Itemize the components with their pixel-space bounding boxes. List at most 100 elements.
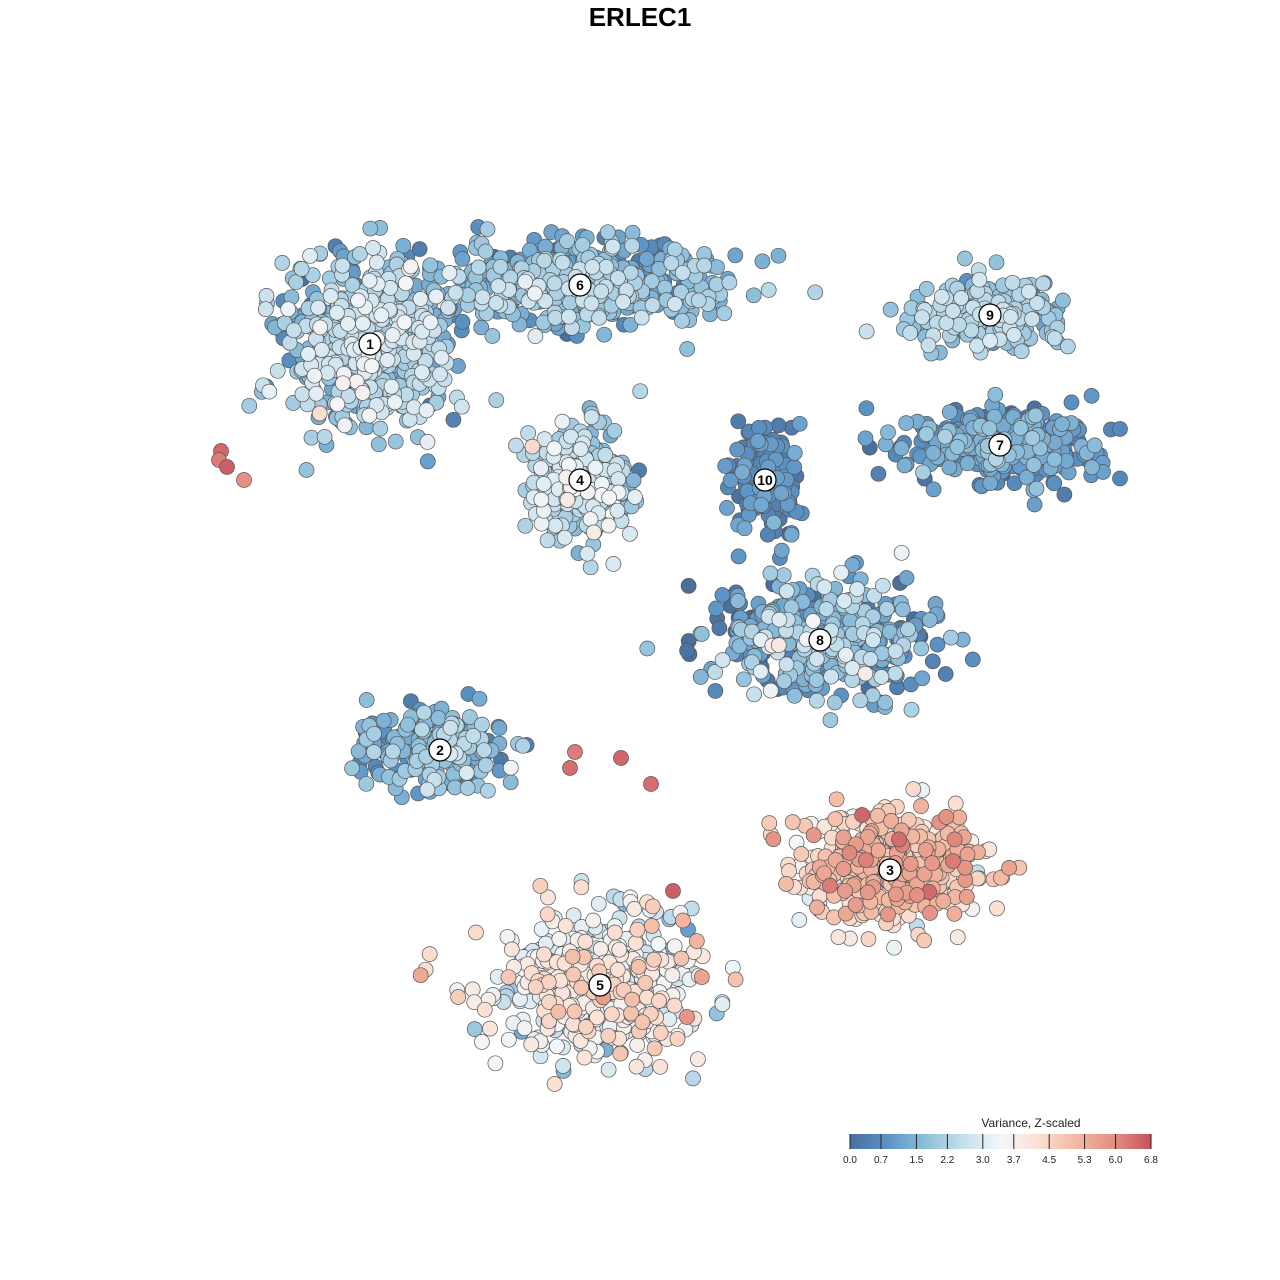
data-point bbox=[859, 828, 876, 845]
data-point bbox=[344, 760, 360, 777]
data-point bbox=[517, 273, 534, 290]
data-point bbox=[1004, 274, 1021, 291]
data-point bbox=[771, 611, 788, 628]
data-point bbox=[925, 445, 942, 461]
data-point bbox=[857, 665, 874, 682]
data-point bbox=[428, 288, 445, 305]
data-point bbox=[549, 1038, 565, 1055]
data-point bbox=[714, 587, 731, 603]
data-point bbox=[807, 284, 824, 301]
data-point bbox=[808, 651, 825, 667]
data-point bbox=[847, 896, 864, 913]
cluster-label-9: 9 bbox=[978, 303, 1002, 327]
data-point bbox=[917, 841, 934, 858]
data-point bbox=[685, 1070, 701, 1087]
data-point bbox=[714, 996, 731, 1013]
color-legend: Variance, Z-scaled 0.0 0.7 1.5 2.2 3.0 3.7 4.5… bbox=[843, 1116, 1158, 1166]
data-point bbox=[546, 440, 563, 457]
data-point bbox=[624, 237, 641, 254]
data-point bbox=[987, 386, 1004, 403]
data-point-high bbox=[922, 905, 938, 921]
data-point bbox=[1035, 275, 1051, 292]
data-point bbox=[1026, 496, 1043, 513]
data-point bbox=[293, 261, 310, 277]
data-point bbox=[852, 692, 869, 709]
data-point bbox=[669, 1030, 686, 1047]
data-point bbox=[627, 935, 644, 951]
points-layer bbox=[211, 219, 1128, 1092]
data-point bbox=[784, 814, 801, 830]
cluster-label-text: 2 bbox=[436, 742, 444, 758]
data-point bbox=[536, 252, 553, 269]
data-point bbox=[596, 326, 613, 343]
cluster-label-badge bbox=[358, 332, 382, 356]
data-point bbox=[442, 719, 459, 736]
data-point bbox=[474, 1034, 490, 1050]
data-point bbox=[319, 364, 336, 381]
data-point-high bbox=[909, 887, 925, 903]
data-point bbox=[559, 492, 576, 508]
data-point bbox=[870, 465, 887, 482]
data-point bbox=[880, 424, 896, 441]
data-point bbox=[1063, 394, 1080, 411]
data-point bbox=[971, 271, 988, 288]
data-point bbox=[576, 1049, 593, 1066]
data-point bbox=[1056, 486, 1073, 503]
data-point bbox=[770, 637, 787, 653]
data-point bbox=[946, 831, 963, 848]
data-point bbox=[416, 704, 432, 721]
data-point bbox=[731, 638, 748, 655]
data-point bbox=[883, 813, 899, 829]
data-point bbox=[302, 247, 318, 264]
data-point bbox=[1013, 343, 1030, 360]
data-point bbox=[688, 933, 705, 949]
data-point bbox=[666, 938, 683, 955]
data-point bbox=[598, 259, 615, 275]
data-point bbox=[809, 692, 825, 709]
data-point bbox=[663, 255, 680, 272]
data-point bbox=[643, 273, 660, 290]
data-point bbox=[384, 327, 401, 344]
data-point bbox=[574, 236, 591, 253]
data-point bbox=[858, 400, 875, 417]
data-point bbox=[827, 811, 844, 827]
data-point bbox=[896, 457, 913, 474]
data-point bbox=[859, 884, 876, 901]
data-point bbox=[717, 458, 734, 474]
data-point bbox=[583, 409, 600, 425]
data-point bbox=[629, 1037, 646, 1053]
data-point bbox=[546, 275, 563, 292]
data-point bbox=[600, 1027, 617, 1044]
data-point bbox=[949, 439, 966, 455]
data-point bbox=[982, 475, 999, 492]
data-point bbox=[557, 917, 574, 934]
data-point bbox=[982, 332, 998, 349]
data-point bbox=[903, 701, 920, 718]
data-point bbox=[603, 1006, 620, 1023]
data-point bbox=[854, 807, 870, 823]
data-point bbox=[1054, 416, 1070, 432]
data-point bbox=[858, 323, 875, 340]
data-point bbox=[783, 526, 800, 543]
data-point bbox=[1046, 475, 1063, 492]
data-point bbox=[646, 1040, 663, 1057]
cluster-label-text: 5 bbox=[596, 977, 604, 993]
legend-ticks: 0.0 0.7 1.5 2.2 3.0 3.7 4.5 5.3 6.0 6.8 bbox=[843, 1134, 1158, 1166]
data-point bbox=[781, 863, 797, 879]
data-point bbox=[539, 906, 556, 923]
chart-title: ERLEC1 bbox=[588, 2, 692, 32]
legend-colorbar bbox=[850, 1134, 1151, 1149]
data-point bbox=[730, 548, 747, 565]
data-point bbox=[556, 529, 573, 546]
data-point bbox=[865, 632, 881, 649]
data-point bbox=[500, 969, 517, 986]
data-point bbox=[600, 1061, 617, 1078]
data-point bbox=[722, 472, 739, 489]
data-point bbox=[639, 640, 656, 657]
data-point bbox=[988, 254, 1005, 271]
data-point bbox=[517, 517, 534, 534]
data-point bbox=[941, 459, 958, 476]
legend-tick-label: 3.7 bbox=[1007, 1155, 1021, 1166]
data-point bbox=[554, 254, 571, 271]
data-point bbox=[1018, 469, 1035, 486]
